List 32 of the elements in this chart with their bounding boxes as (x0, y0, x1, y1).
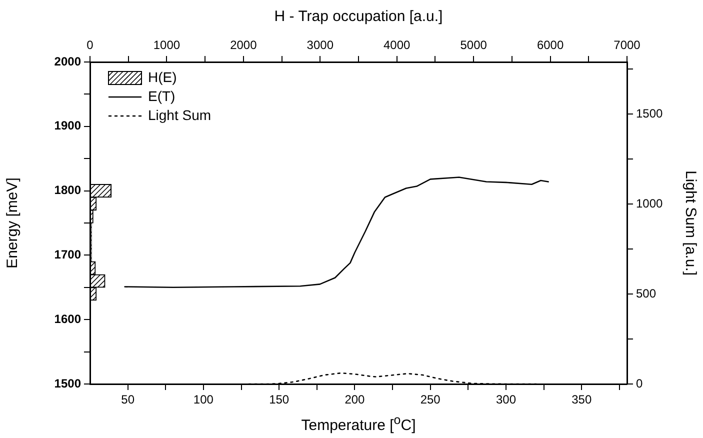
x-tick-label: 50 (121, 392, 135, 407)
legend-label: E(T) (148, 87, 176, 106)
x-axis-title: H - Trap occupation [a.u.] (274, 8, 443, 26)
x-tick-label: 150 (269, 392, 290, 407)
x-tick-label: 6000 (536, 38, 564, 52)
y-tick-label: 1700 (54, 248, 82, 262)
y2-tick-label: 1000 (636, 196, 664, 210)
y2-tick-label: 1500 (636, 106, 664, 120)
y2-axis-title: Light Sum [a.u.] (682, 170, 699, 276)
y-tick-label: 1900 (54, 118, 82, 133)
y-tick-label: 1500 (54, 376, 82, 390)
x-axis-title: Temperature [$^{o}$C] (300, 413, 417, 434)
x-tick-label: 7000 (614, 38, 641, 52)
x-tick-label: 200 (344, 392, 366, 407)
x-tick-label: 2000 (230, 38, 258, 52)
x-tick-label: 3000 (306, 38, 334, 52)
y2-tick-label: 0 (636, 376, 643, 390)
y2-tick-label: 500 (636, 286, 656, 300)
y-tick-label: 1800 (54, 183, 82, 198)
x-tick-label: 100 (193, 392, 214, 407)
y-tick-label: 2000 (54, 54, 82, 68)
x-tick-label: 0 (86, 38, 94, 52)
y-axis-title: Energy [meV] (4, 178, 22, 268)
x-tick-label: 1000 (153, 38, 180, 52)
x-tick-label: 300 (496, 392, 516, 407)
legend-label: H(E) (148, 68, 177, 87)
x-tick-label: 5000 (460, 38, 488, 52)
y-tick-label: 1600 (54, 312, 82, 326)
x-tick-label: 250 (420, 392, 441, 407)
x-tick-label: 4000 (384, 38, 411, 52)
legend-label: Light Sum (148, 106, 212, 125)
x-tick-label: 350 (572, 392, 592, 407)
